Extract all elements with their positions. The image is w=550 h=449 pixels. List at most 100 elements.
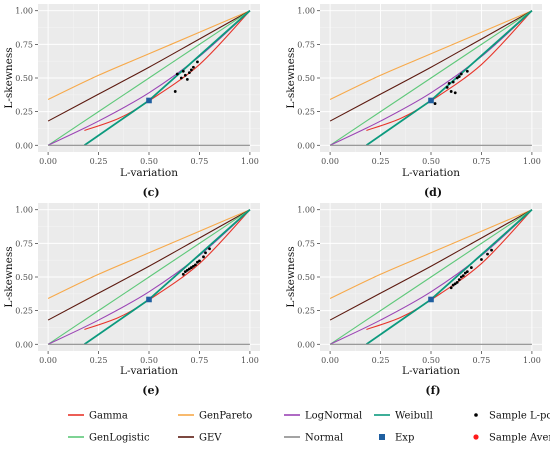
y-tick-label: 1.00	[15, 7, 33, 16]
legend-label: Sample L-points	[489, 411, 550, 422]
series-line-genlogistic	[47, 209, 251, 345]
series-line-gev	[329, 10, 533, 122]
panel-label: (c)	[142, 186, 159, 199]
x-axis-title: L-variation	[402, 167, 460, 179]
sample-l-point	[202, 255, 205, 259]
sample-l-point	[455, 76, 459, 80]
sample-l-point	[451, 283, 455, 287]
sample-l-point	[453, 282, 457, 286]
sample-l-point	[453, 91, 457, 95]
exp-marker	[428, 296, 434, 303]
sample-l-point	[192, 264, 195, 268]
sample-l-point	[447, 81, 451, 85]
y-tick-label: 0.25	[15, 108, 33, 117]
legend-item-weibull: Weibull	[374, 411, 433, 422]
sample-l-point	[189, 266, 193, 269]
legend-label: GenPareto	[199, 411, 252, 422]
legend: Gamma GenPareto LogNormal Weibull Sample L-p…	[68, 411, 550, 444]
sample-l-point	[187, 71, 191, 75]
y-axis-title: L-skewness	[285, 47, 297, 108]
sample-l-point	[194, 263, 197, 267]
sample-l-point	[469, 266, 473, 269]
series-line-lognormal	[47, 209, 251, 345]
x-tick-label: 0.25	[372, 356, 390, 365]
legend-label: Gamma	[89, 411, 128, 422]
legend-label: GenLogistic	[89, 433, 150, 444]
sample-l-point	[465, 69, 469, 73]
x-tick-label: 0.25	[372, 157, 390, 166]
sample-l-point	[183, 73, 187, 77]
sample-l-point	[173, 90, 177, 93]
series-line-gev	[329, 209, 533, 321]
sample-l-point	[445, 86, 449, 89]
y-tick-label: 0.75	[297, 239, 315, 248]
legend-key	[379, 434, 385, 440]
series-line-gev	[47, 209, 251, 321]
x-tick-label: 0.75	[473, 356, 491, 365]
sample-l-point	[183, 270, 187, 274]
legend-item-gev: GEV	[178, 433, 222, 444]
sample-l-point	[204, 251, 207, 255]
legend-key	[474, 413, 478, 417]
legend-item-lognormal: LogNormal	[284, 411, 362, 422]
legend-item-sample-average: Sample Average	[473, 433, 550, 444]
sample-l-point	[181, 69, 185, 73]
sample-l-point	[451, 80, 455, 84]
sample-l-point	[465, 270, 469, 274]
sample-l-point	[196, 60, 199, 64]
x-axis-title: L-variation	[402, 365, 460, 377]
x-tick-label: 0.25	[90, 157, 108, 166]
sample-l-point	[480, 258, 483, 261]
sample-l-point	[181, 272, 185, 276]
x-tick-label: 0.75	[473, 157, 491, 166]
legend-item-genlogistic: GenLogistic	[68, 433, 150, 444]
series-line-genpareto	[329, 10, 533, 101]
exp-marker	[146, 296, 152, 303]
x-tick-label: 1.00	[241, 157, 259, 166]
series-line-gev	[47, 10, 251, 122]
x-tick-label: 0.00	[321, 157, 339, 166]
x-tick-label: 0.00	[39, 157, 57, 166]
legend-key	[473, 434, 479, 440]
sample-l-point	[463, 271, 467, 275]
series-line-genpareto	[47, 10, 251, 101]
panel-d: 0.00 0.25 0.50 0.75 1.00 0.00 0.25 0.50 0.75 1.00…	[285, 4, 542, 199]
sample-l-point	[179, 76, 183, 80]
sample-l-point	[208, 247, 211, 251]
sample-l-point	[486, 252, 489, 256]
legend-label: Normal	[305, 433, 343, 444]
series-line-lognormal	[329, 209, 533, 345]
x-tick-label: 0.50	[422, 356, 440, 365]
sample-l-point	[185, 77, 189, 81]
sample-l-point	[461, 274, 465, 278]
legend-item-sample-l-points: Sample L-points	[474, 411, 550, 422]
x-tick-label: 1.00	[523, 356, 541, 365]
sample-l-point	[449, 90, 453, 93]
y-tick-label: 1.00	[15, 206, 33, 215]
x-axis-title: L-variation	[120, 365, 178, 377]
legend-label: GEV	[199, 433, 222, 444]
y-tick-label: 0.75	[297, 40, 315, 49]
sample-l-point	[459, 72, 463, 76]
series-line-genlogistic	[329, 209, 533, 345]
series-line-genlogistic	[47, 10, 251, 146]
y-tick-label: 0.50	[297, 273, 315, 282]
y-axis-title: L-skewness	[285, 246, 297, 307]
x-tick-label: 0.75	[191, 157, 209, 166]
y-tick-label: 0.25	[15, 307, 33, 316]
sample-l-point	[455, 280, 459, 284]
sample-l-point	[192, 65, 195, 69]
panel-e: 0.00 0.25 0.50 0.75 1.00 0.00 0.25 0.50 0.75 1.00…	[3, 203, 260, 397]
sample-l-point	[449, 286, 453, 290]
sample-l-point	[187, 267, 191, 271]
y-axis-title: L-skewness	[3, 246, 15, 307]
y-tick-label: 0.00	[297, 141, 315, 150]
legend-item-genpareto: GenPareto	[178, 411, 252, 422]
y-tick-label: 0.25	[297, 307, 315, 316]
x-tick-label: 0.00	[39, 356, 57, 365]
exp-marker	[146, 97, 152, 104]
sample-l-point	[185, 268, 189, 272]
y-tick-label: 1.00	[297, 7, 315, 16]
x-tick-label: 0.25	[90, 356, 108, 365]
x-axis-title: L-variation	[120, 167, 178, 179]
